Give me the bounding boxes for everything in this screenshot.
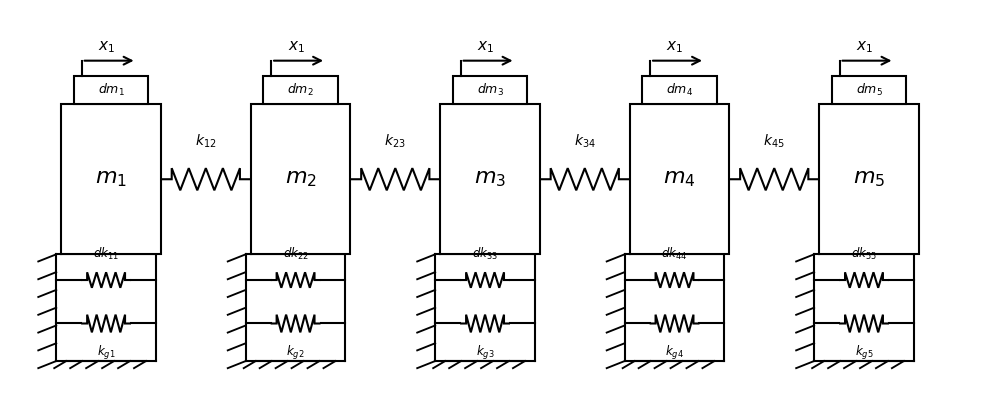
Text: $m_3$: $m_3$ [474,169,506,189]
Text: $k_{g4}$: $k_{g4}$ [665,344,684,362]
Text: $k_{g1}$: $k_{g1}$ [97,344,115,362]
Bar [642,76,717,104]
Text: $dk_{11}$: $dk_{11}$ [93,246,119,262]
Text: $k_{12}$: $k_{12}$ [195,133,217,150]
Bar [630,104,729,254]
Text: $x_1$: $x_1$ [288,39,305,55]
Text: $dk_{55}$: $dk_{55}$ [851,246,877,262]
Bar [251,104,350,254]
Text: $k_{g3}$: $k_{g3}$ [476,344,494,362]
Text: $dm_1$: $dm_1$ [98,82,125,98]
Bar [453,76,527,104]
Text: $k_{34}$: $k_{34}$ [574,133,596,150]
Text: $x_1$: $x_1$ [98,39,115,55]
Text: $x_1$: $x_1$ [666,39,684,55]
Text: $dk_{22}$: $dk_{22}$ [283,246,309,262]
Bar [61,104,161,254]
Bar [440,104,540,254]
Bar [832,76,906,104]
Text: $m_2$: $m_2$ [285,169,317,189]
Bar [263,76,338,104]
Text: $k_{23}$: $k_{23}$ [384,133,406,150]
Text: $m_4$: $m_4$ [663,169,696,189]
Text: $k_{45}$: $k_{45}$ [763,133,785,150]
Text: $x_1$: $x_1$ [856,39,873,55]
Bar [74,76,148,104]
Text: $k_{g5}$: $k_{g5}$ [855,344,873,362]
Text: $dm_2$: $dm_2$ [287,82,314,98]
Bar [819,104,919,254]
Text: $dk_{44}$: $dk_{44}$ [661,246,688,262]
Text: $k_{g2}$: $k_{g2}$ [286,344,305,362]
Text: $dm_4$: $dm_4$ [666,82,693,98]
Text: $dk_{33}$: $dk_{33}$ [472,246,498,262]
Text: $m_5$: $m_5$ [853,169,885,189]
Text: $x_1$: $x_1$ [477,39,494,55]
Text: $m_1$: $m_1$ [95,169,127,189]
Text: $dm_3$: $dm_3$ [477,82,504,98]
Text: $dm_5$: $dm_5$ [856,82,882,98]
